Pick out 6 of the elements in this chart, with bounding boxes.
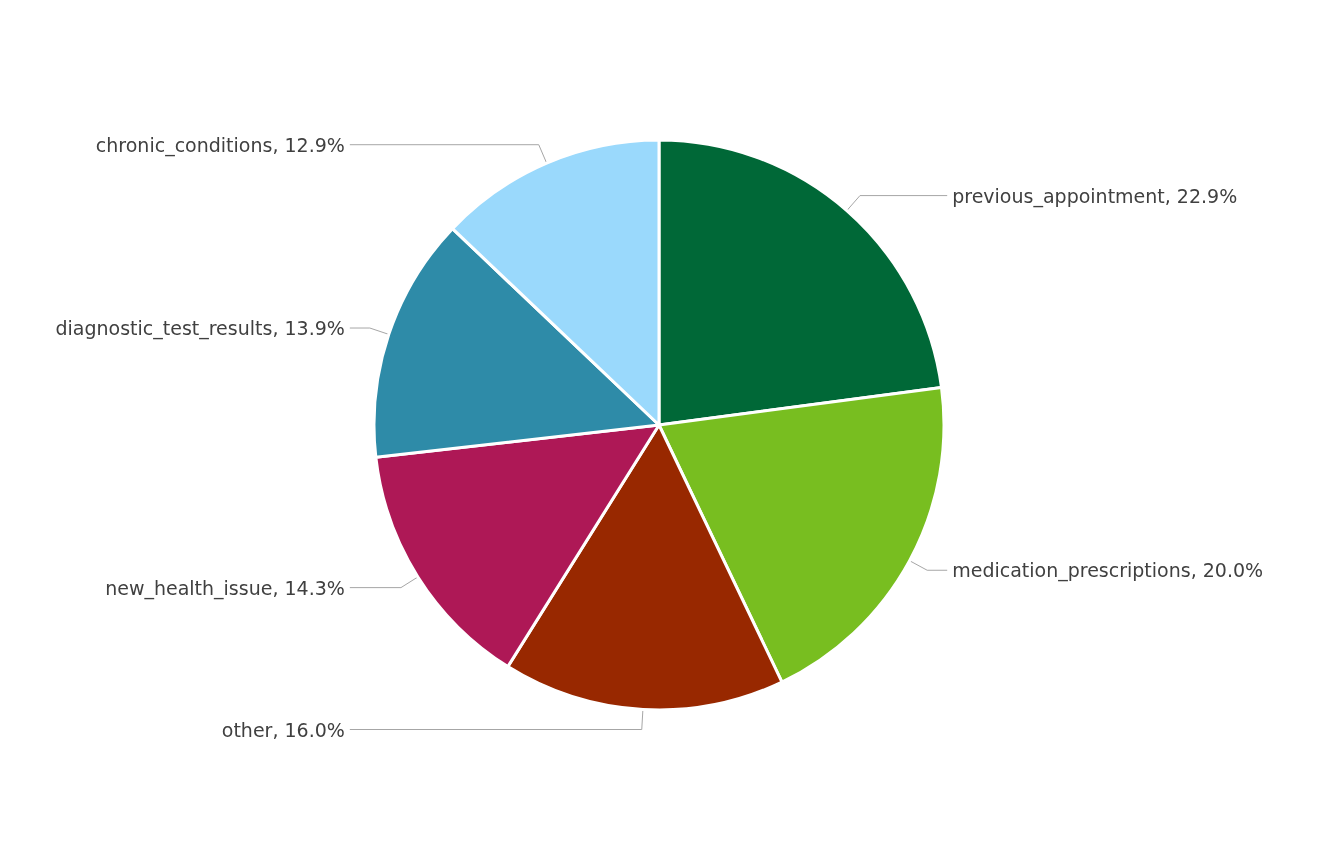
- slice-label: diagnostic_test_results, 13.9%: [55, 317, 345, 341]
- slice-label: previous_appointment, 22.9%: [952, 184, 1238, 208]
- slice-label: other, 16.0%: [221, 718, 345, 741]
- slice-label: medication_prescriptions, 20.0%: [952, 559, 1264, 583]
- slice-label: chronic_conditions, 12.9%: [95, 133, 345, 157]
- slice-label: new_health_issue, 14.3%: [105, 576, 345, 600]
